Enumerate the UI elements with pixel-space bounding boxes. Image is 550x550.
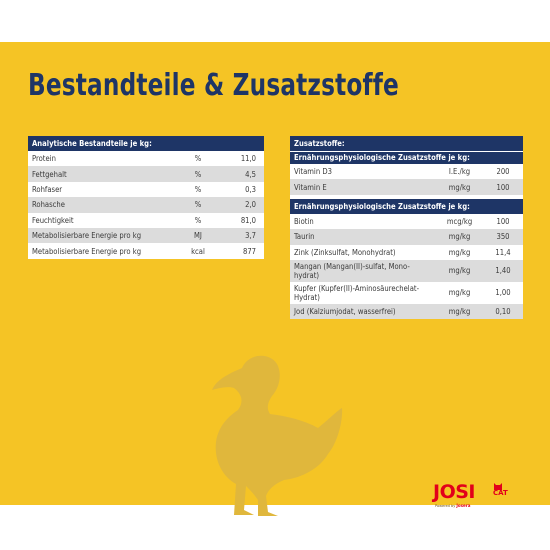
analytic-table: Analytische Bestandteile je kg: Protein … xyxy=(28,136,265,259)
table-row: Vitamin D3 I.E./kg 200 xyxy=(290,164,524,180)
row-value: 1,40 xyxy=(483,259,524,282)
row-unit: mg/kg xyxy=(436,229,483,245)
row-name: Protein xyxy=(28,151,178,167)
row-name: Zink (Zinksulfat, Monohydrat) xyxy=(290,244,436,260)
analytic-header: Analytische Bestandteile je kg: xyxy=(28,136,265,151)
row-unit: MJ xyxy=(178,227,218,244)
table-row: Fettgehalt % 4,5 xyxy=(28,166,265,182)
logo-suffix: CAT xyxy=(493,489,508,497)
row-unit: kcal xyxy=(178,243,218,259)
table-row: Metabolisierbare Energie pro kg kcal 877 xyxy=(28,243,265,259)
row-unit: % xyxy=(178,151,218,167)
row-value: 81,0 xyxy=(218,212,265,228)
table-row: Rohfaser % 0,3 xyxy=(28,181,265,198)
additives-table: Zusatzstoffe: Ernährungsphysiologische Z… xyxy=(290,136,524,320)
row-value: 11,4 xyxy=(483,244,524,260)
row-name: Jod (Kalziumjodat, wasserfrei) xyxy=(290,303,436,320)
cat-head-icon xyxy=(494,483,502,490)
table-row: Feuchtigkeit % 81,0 xyxy=(28,212,265,228)
row-value: 200 xyxy=(483,164,524,180)
row-unit: mcg/kg xyxy=(436,213,483,230)
duck-silhouette xyxy=(212,355,343,516)
row-unit: I.E./kg xyxy=(436,164,483,180)
row-name: Vitamin E xyxy=(290,179,436,195)
table-row: Metabolisierbare Energie pro kg MJ 3,7 xyxy=(28,227,265,244)
row-name: Kupfer (Kupfer(II)-Aminosäurechelat-Hydr… xyxy=(290,281,436,304)
row-name: Mangan (Mangan(II)-sulfat, Mono-hydrat) xyxy=(290,259,436,282)
row-value: 350 xyxy=(483,229,524,245)
row-value: 3,7 xyxy=(218,227,265,244)
row-unit: mg/kg xyxy=(436,244,483,260)
row-value: 1,00 xyxy=(483,281,524,304)
logo-sub-brand: Josera xyxy=(456,503,471,508)
row-value: 0,10 xyxy=(483,303,524,320)
additives-header: Zusatzstoffe: xyxy=(290,136,524,151)
row-name: Feuchtigkeit xyxy=(28,212,178,228)
table-row: Kupfer (Kupfer(II)-Aminosäurechelat-Hydr… xyxy=(290,281,524,304)
additives-section1-header: Ernährungsphysiologische Zusatzstoffe je… xyxy=(290,150,524,164)
row-value: 11,0 xyxy=(218,151,265,167)
table-row: Mangan (Mangan(II)-sulfat, Mono-hydrat) … xyxy=(290,259,524,282)
row-value: 100 xyxy=(483,179,524,195)
additives-section2-header: Ernährungsphysiologische Zusatzstoffe je… xyxy=(290,198,524,214)
table-row: Protein % 11,0 xyxy=(28,151,265,167)
table-row: Vitamin E mg/kg 100 xyxy=(290,179,524,195)
row-name: Rohfaser xyxy=(28,181,178,198)
row-value: 4,5 xyxy=(218,166,265,182)
row-unit: mg/kg xyxy=(436,179,483,195)
row-value: 877 xyxy=(218,243,265,259)
table-row: Zink (Zinksulfat, Monohydrat) mg/kg 11,4 xyxy=(290,244,524,260)
row-unit: % xyxy=(178,212,218,228)
row-value: 100 xyxy=(483,213,524,230)
row-value: 0,3 xyxy=(218,181,265,198)
row-value: 2,0 xyxy=(218,197,265,213)
table-row: Rohasche % 2,0 xyxy=(28,197,265,213)
row-unit: % xyxy=(178,166,218,182)
row-name: Taurin xyxy=(290,229,436,245)
row-unit: mg/kg xyxy=(436,303,483,320)
row-name: Metabolisierbare Energie pro kg xyxy=(28,243,178,259)
row-unit: mg/kg xyxy=(436,259,483,282)
logo-sub-prefix: Powered by xyxy=(435,504,456,508)
row-unit: % xyxy=(178,197,218,213)
row-unit: mg/kg xyxy=(436,281,483,304)
table-row: Jod (Kalziumjodat, wasserfrei) mg/kg 0,1… xyxy=(290,303,524,320)
row-name: Rohasche xyxy=(28,197,178,213)
table-row: Biotin mcg/kg 100 xyxy=(290,213,524,230)
row-name: Fettgehalt xyxy=(28,166,178,182)
page-title: Bestandteile & Zusatzstoffe xyxy=(28,68,399,103)
row-name: Biotin xyxy=(290,213,436,230)
josi-cat-logo: JOSI CAT Powered by Josera xyxy=(433,481,513,511)
row-name: Vitamin D3 xyxy=(290,164,436,180)
logo-subtitle: Powered by Josera xyxy=(435,503,470,508)
row-unit: % xyxy=(178,181,218,198)
logo-text: JOSI xyxy=(433,481,475,503)
row-name: Metabolisierbare Energie pro kg xyxy=(28,227,178,244)
table-row: Taurin mg/kg 350 xyxy=(290,229,524,245)
